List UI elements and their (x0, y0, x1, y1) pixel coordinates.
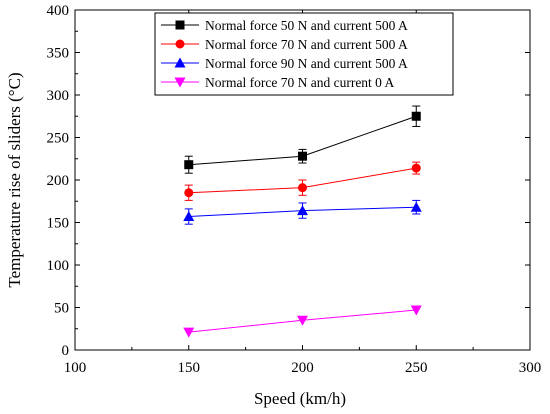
series-1 (184, 105, 421, 174)
y-tick-label: 250 (47, 131, 70, 147)
legend-label: Normal force 50 N and current 500 A (205, 18, 408, 33)
y-tick-label: 400 (47, 3, 70, 19)
data-point (184, 160, 194, 170)
data-point (411, 111, 421, 121)
series-3 (183, 199, 422, 225)
legend: Normal force 50 N and current 500 A Norma… (154, 12, 454, 96)
data-point (183, 327, 195, 338)
y-tick-label: 200 (47, 173, 70, 189)
data-point (411, 163, 421, 173)
legend-box (154, 12, 454, 96)
legend-item: Normal force 70 N and current 500 A (161, 37, 408, 52)
legend-item: Normal force 50 N and current 500 A (161, 18, 408, 33)
series-4 (183, 305, 422, 338)
y-tick-label: 100 (47, 258, 70, 274)
legend-item: Normal force 90 N and current 500 A (161, 56, 408, 71)
x-tick-label: 250 (405, 360, 428, 376)
x-tick-label: 100 (64, 360, 87, 376)
y-tick-label: 350 (47, 46, 70, 62)
legend-label: Normal force 70 N and current 500 A (205, 37, 408, 52)
legend-marker (174, 77, 186, 88)
x-tick-label: 200 (291, 360, 314, 376)
y-tick-label: 150 (47, 216, 70, 232)
legend-item: Normal force 70 N and current 0 A (161, 75, 395, 90)
y-tick-label: 50 (54, 301, 69, 317)
data-point (298, 183, 307, 193)
data-point (184, 188, 194, 198)
data-point (410, 201, 422, 212)
data-point (183, 211, 195, 222)
legend-label: Normal force 70 N and current 0 A (205, 75, 395, 90)
plot-layer (183, 105, 422, 338)
data-point (410, 305, 422, 316)
legend-marker (175, 20, 185, 30)
x-axis-title: Speed (km/h) (254, 389, 346, 408)
x-tick-label: 300 (519, 360, 542, 376)
data-point (298, 151, 307, 161)
legend-marker (175, 39, 185, 49)
data-point (297, 315, 308, 326)
legend-marker (174, 57, 186, 68)
y-tick-label: 0 (62, 343, 70, 359)
axes-layer: 100 150 200 250 300 0 50 100 150 200 250 300 350 400 (47, 3, 542, 376)
legend-label: Normal force 90 N and current 500 A (205, 56, 408, 71)
data-point (297, 205, 308, 216)
y-tick-label: 300 (47, 88, 70, 104)
x-tick-label: 150 (178, 360, 201, 376)
y-axis-title: Temperature rise of sliders (°C) (5, 72, 24, 287)
series-2 (184, 161, 421, 201)
